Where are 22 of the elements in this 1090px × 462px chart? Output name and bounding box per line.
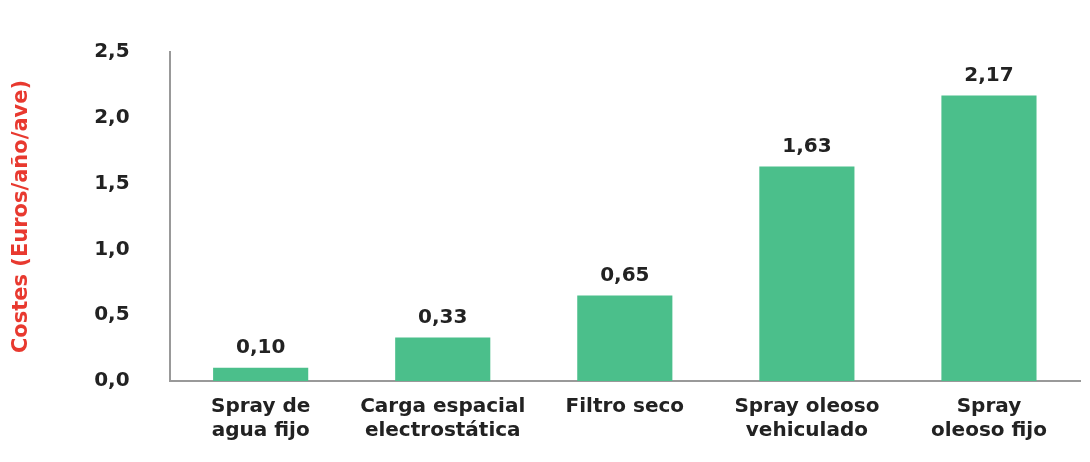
x-tick-label: Spray oleoso fijo [930, 393, 1047, 442]
x-tick-label: Carga espacial electrostática [360, 393, 526, 442]
x-tick-label: Spray de agua fijo [210, 393, 311, 442]
y-tick-label: 0,5 [94, 301, 130, 326]
y-tick-label: 1,5 [94, 169, 130, 194]
data-label: 1,63 [782, 132, 832, 157]
data-label: 0,65 [600, 261, 650, 286]
data-label: 0,10 [235, 334, 286, 359]
y-tick-label: 1,0 [94, 235, 130, 260]
y-tick-label: 2,0 [94, 104, 130, 128]
bar [395, 337, 491, 381]
x-tick-label: Spray oleoso vehiculado [734, 393, 880, 442]
bar [577, 295, 673, 381]
y-axis-title: Costes (Euros/año/ave) [8, 79, 33, 354]
bar [759, 166, 855, 381]
x-tick-label: Filtro seco [565, 393, 685, 418]
bar [213, 367, 309, 381]
data-label: 0,33 [418, 303, 468, 328]
y-tick-label: 2,5 [94, 38, 130, 63]
data-label: 2,17 [964, 61, 1014, 86]
bar [941, 95, 1037, 381]
y-tick-label: 0,0 [94, 367, 130, 392]
